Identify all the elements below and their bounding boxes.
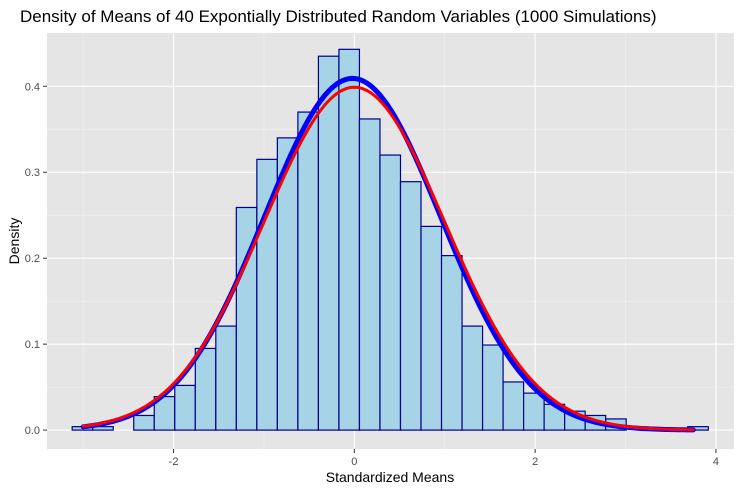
histogram-bar xyxy=(399,181,422,431)
histogram-bar xyxy=(194,347,217,431)
y-tick-label: 0.3 xyxy=(25,167,40,179)
histogram-bar xyxy=(133,414,155,431)
histogram-bar xyxy=(420,225,443,431)
x-axis: -2 0 2 4 xyxy=(169,449,719,468)
histogram-bar xyxy=(297,111,320,431)
x-tick-label: 4 xyxy=(713,456,719,468)
histogram-bar xyxy=(523,392,545,431)
density-curves xyxy=(80,75,696,433)
histogram-bar xyxy=(358,118,381,431)
y-tick-label: 0.1 xyxy=(25,339,40,351)
histogram-bar xyxy=(440,255,463,431)
x-tick-label: -2 xyxy=(169,456,179,468)
density-curve xyxy=(81,85,695,432)
x-axis-title: Standardized Means xyxy=(326,469,454,485)
x-tick-label: 0 xyxy=(351,456,357,468)
histogram-bar xyxy=(215,325,237,431)
histogram-bars xyxy=(71,48,709,431)
y-axis-title: Density xyxy=(6,218,22,265)
x-tick-label: 2 xyxy=(532,456,538,468)
histogram-bar xyxy=(481,344,504,431)
histogram-bar xyxy=(379,154,402,431)
chart-title: Density of Means of 40 Expontially Distr… xyxy=(20,7,657,26)
y-tick-label: 0.0 xyxy=(25,425,40,437)
histogram-bar xyxy=(317,55,340,431)
histogram-bar xyxy=(174,384,196,431)
histogram-bar xyxy=(338,48,361,431)
y-tick-label: 0.2 xyxy=(25,253,40,265)
histogram-bar xyxy=(461,325,484,431)
y-axis: 0.0 0.1 0.2 0.3 0.4 xyxy=(25,81,47,437)
histogram-bar xyxy=(502,381,525,431)
y-tick-label: 0.4 xyxy=(25,81,40,93)
histogram-bar xyxy=(92,426,114,431)
